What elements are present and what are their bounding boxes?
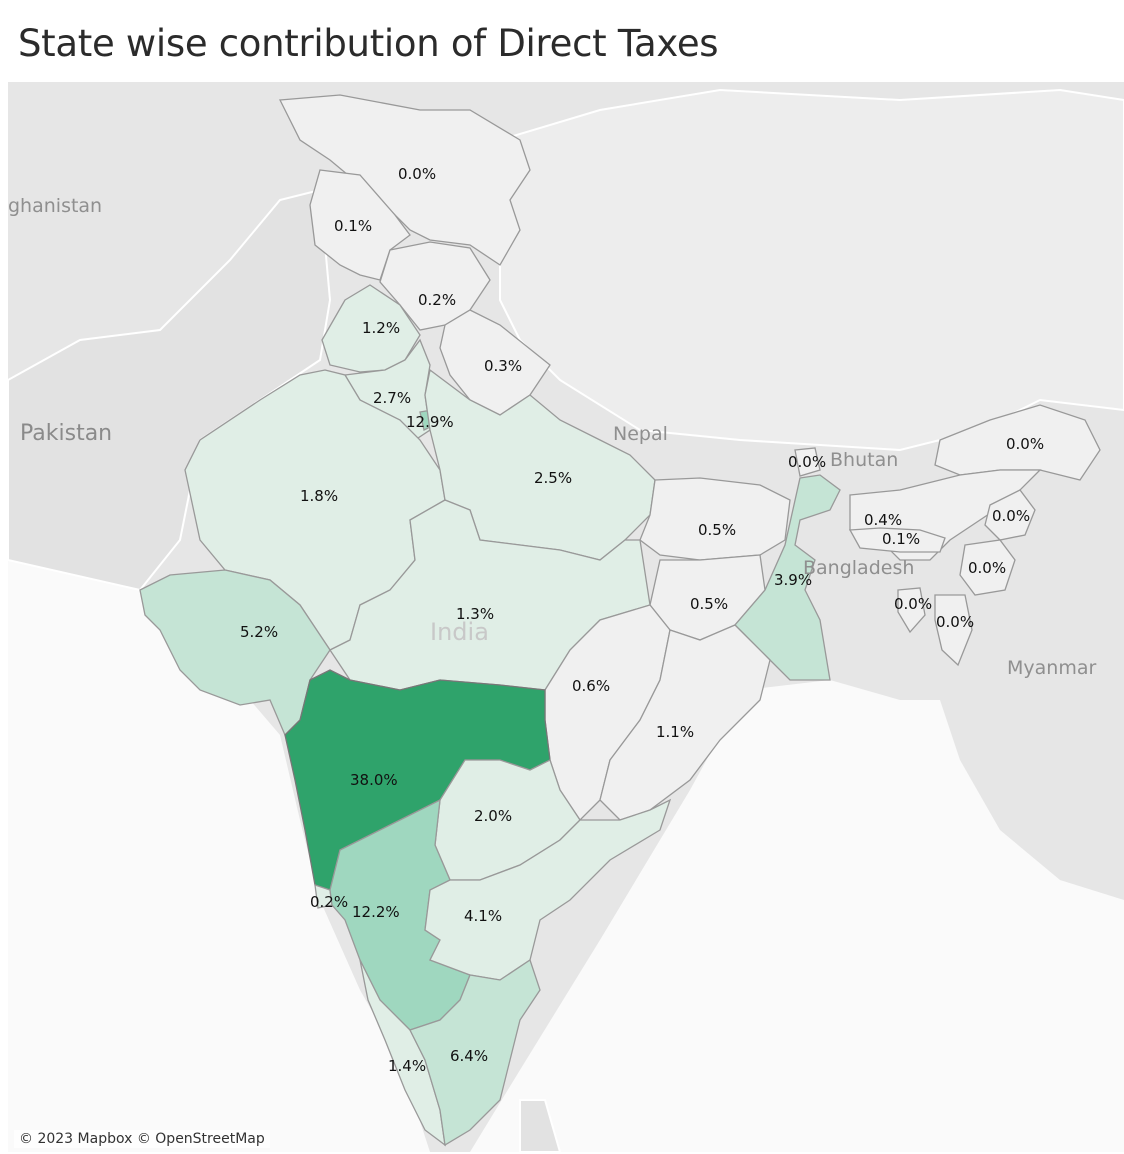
value-label-meghalaya: 0.1% bbox=[882, 530, 920, 548]
state-nagaland[interactable] bbox=[984, 489, 1036, 541]
state-tripura[interactable] bbox=[897, 587, 926, 634]
place-myanmar: Myanmar bbox=[1007, 657, 1096, 679]
value-label-karnataka: 12.2% bbox=[352, 903, 400, 921]
value-label-telangana: 2.0% bbox=[474, 807, 512, 825]
value-label-jammu-kashmir: 0.1% bbox=[334, 217, 372, 235]
value-label-haryana: 2.7% bbox=[373, 389, 411, 407]
state-west-bengal[interactable] bbox=[734, 474, 841, 681]
value-label-assam: 0.4% bbox=[864, 511, 902, 529]
india-choropleth-map[interactable]: ghanistan Pakistan Nepal Bhutan Banglade… bbox=[8, 82, 1124, 1152]
value-label-sikkim: 0.0% bbox=[788, 453, 826, 471]
value-label-maharashtra: 38.0% bbox=[350, 771, 398, 789]
value-label-himachal-pradesh: 0.2% bbox=[418, 291, 456, 309]
state-arunachal-pradesh[interactable] bbox=[934, 404, 1101, 481]
value-label-gujarat: 5.2% bbox=[240, 623, 278, 641]
value-label-bihar: 0.5% bbox=[698, 521, 736, 539]
tibet-region bbox=[499, 88, 1124, 452]
value-label-nagaland: 0.0% bbox=[992, 507, 1030, 525]
value-label-madhya-pradesh: 1.3% bbox=[456, 605, 494, 623]
value-label-tamil-nadu: 6.4% bbox=[450, 1047, 488, 1065]
state-sikkim[interactable] bbox=[794, 447, 821, 477]
map-title: State wise contribution of Direct Taxes bbox=[18, 22, 719, 65]
value-label-ladakh: 0.0% bbox=[398, 165, 436, 183]
value-label-goa: 0.2% bbox=[310, 893, 348, 911]
state-manipur[interactable] bbox=[959, 539, 1016, 596]
place-india: India bbox=[430, 618, 489, 646]
state-mizoram[interactable] bbox=[934, 594, 973, 667]
value-label-jharkhand: 0.5% bbox=[690, 595, 728, 613]
value-label-manipur: 0.0% bbox=[968, 559, 1006, 577]
state-odisha[interactable] bbox=[599, 624, 771, 821]
value-label-andhra-pradesh: 4.1% bbox=[464, 907, 502, 925]
value-label-mizoram: 0.0% bbox=[936, 613, 974, 631]
state-meghalaya[interactable] bbox=[848, 527, 946, 553]
value-label-uttarakhand: 0.3% bbox=[484, 357, 522, 375]
value-label-chhattisgarh: 0.6% bbox=[572, 677, 610, 695]
state-bihar[interactable] bbox=[639, 477, 791, 561]
value-label-rajasthan: 1.8% bbox=[300, 487, 338, 505]
value-label-punjab: 1.2% bbox=[362, 319, 400, 337]
sri-lanka-region bbox=[519, 1099, 562, 1152]
sea-area bbox=[8, 560, 1124, 1152]
place-afghanistan: ghanistan bbox=[8, 195, 102, 217]
place-bhutan: Bhutan bbox=[830, 449, 898, 471]
value-label-kerala: 1.4% bbox=[388, 1057, 426, 1075]
value-label-west-bengal: 3.9% bbox=[774, 571, 812, 589]
map-attribution[interactable]: © 2023 Mapbox © OpenStreetMap bbox=[14, 1130, 270, 1148]
value-label-delhi: 12.9% bbox=[406, 413, 454, 431]
place-bangladesh: Bangladesh bbox=[803, 557, 914, 579]
place-pakistan: Pakistan bbox=[20, 421, 112, 446]
value-label-tripura: 0.0% bbox=[894, 595, 932, 613]
value-label-arunachal-pradesh: 0.0% bbox=[1006, 435, 1044, 453]
state-tamil-nadu[interactable] bbox=[409, 958, 541, 1147]
state-andhra-pradesh[interactable] bbox=[424, 798, 672, 981]
value-label-odisha: 1.1% bbox=[656, 723, 694, 741]
value-label-uttar-pradesh: 2.5% bbox=[534, 469, 572, 487]
place-nepal: Nepal bbox=[613, 423, 668, 445]
